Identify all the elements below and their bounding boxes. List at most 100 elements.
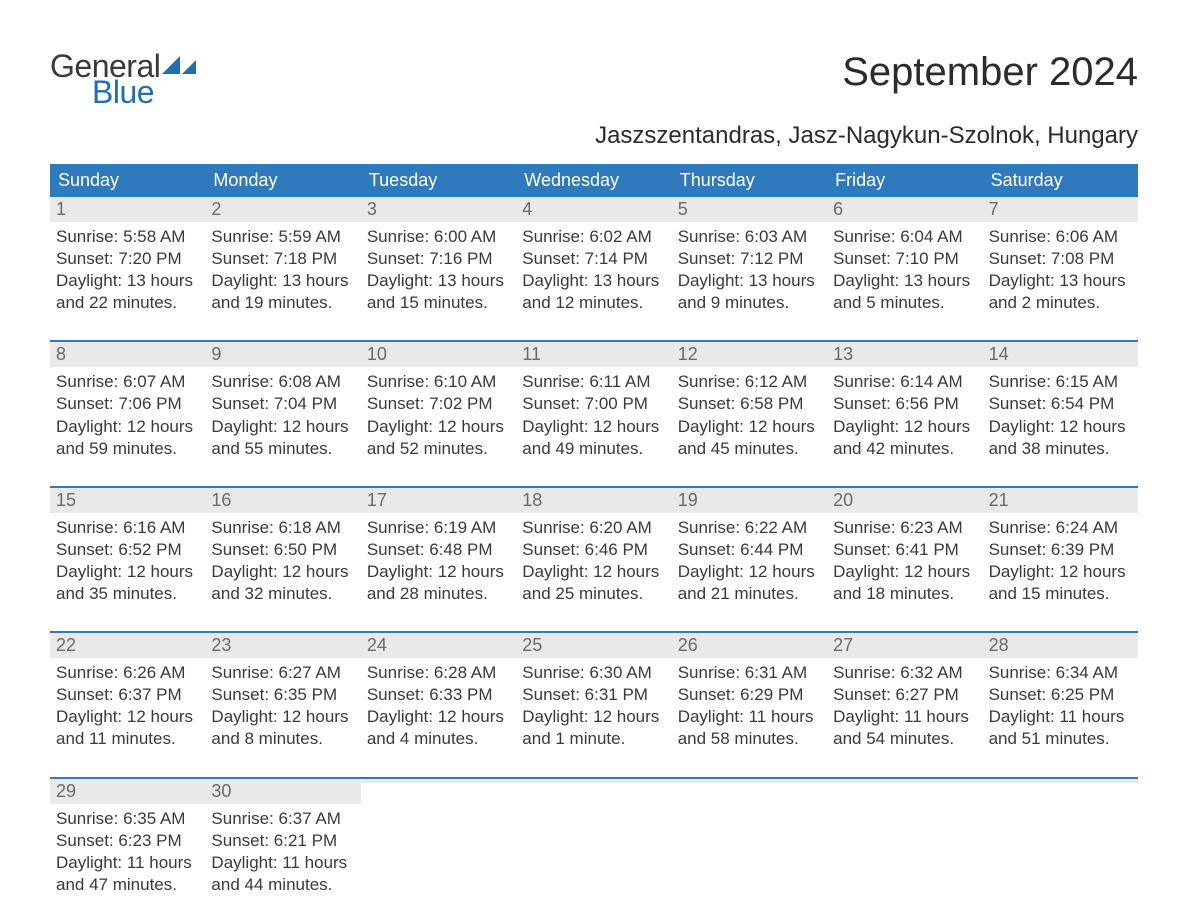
weekday-header: Monday <box>205 164 360 197</box>
calendar-day: 2Sunrise: 5:59 AMSunset: 7:18 PMDaylight… <box>205 197 360 314</box>
day-sunrise: Sunrise: 6:03 AM <box>678 226 821 248</box>
day-dl1: Daylight: 13 hours <box>678 270 821 292</box>
calendar-day: 3Sunrise: 6:00 AMSunset: 7:16 PMDaylight… <box>361 197 516 314</box>
day-number: 7 <box>983 197 1138 222</box>
day-details <box>361 783 516 787</box>
day-sunrise: Sunrise: 6:32 AM <box>833 662 976 684</box>
day-sunrise: Sunrise: 6:27 AM <box>211 662 354 684</box>
day-dl1: Daylight: 12 hours <box>211 416 354 438</box>
day-details: Sunrise: 6:35 AMSunset: 6:23 PMDaylight:… <box>50 804 205 896</box>
day-sunset: Sunset: 6:25 PM <box>989 684 1132 706</box>
day-number: 18 <box>516 488 671 513</box>
day-number: 16 <box>205 488 360 513</box>
calendar-week: 8Sunrise: 6:07 AMSunset: 7:06 PMDaylight… <box>50 340 1138 459</box>
day-sunset: Sunset: 7:02 PM <box>367 393 510 415</box>
day-dl1: Daylight: 12 hours <box>211 561 354 583</box>
day-dl1: Daylight: 11 hours <box>989 706 1132 728</box>
day-sunset: Sunset: 6:37 PM <box>56 684 199 706</box>
day-dl2: and 54 minutes. <box>833 728 976 750</box>
day-sunset: Sunset: 6:44 PM <box>678 539 821 561</box>
day-details: Sunrise: 6:37 AMSunset: 6:21 PMDaylight:… <box>205 804 360 896</box>
calendar-day: 7Sunrise: 6:06 AMSunset: 7:08 PMDaylight… <box>983 197 1138 314</box>
day-dl1: Daylight: 13 hours <box>989 270 1132 292</box>
day-details: Sunrise: 6:03 AMSunset: 7:12 PMDaylight:… <box>672 222 827 314</box>
calendar-day <box>983 779 1138 896</box>
calendar-day: 1Sunrise: 5:58 AMSunset: 7:20 PMDaylight… <box>50 197 205 314</box>
day-dl1: Daylight: 12 hours <box>367 416 510 438</box>
calendar-day: 24Sunrise: 6:28 AMSunset: 6:33 PMDayligh… <box>361 633 516 750</box>
day-details: Sunrise: 6:02 AMSunset: 7:14 PMDaylight:… <box>516 222 671 314</box>
day-sunset: Sunset: 6:31 PM <box>522 684 665 706</box>
day-sunrise: Sunrise: 6:28 AM <box>367 662 510 684</box>
day-sunset: Sunset: 6:46 PM <box>522 539 665 561</box>
day-dl1: Daylight: 13 hours <box>56 270 199 292</box>
day-details <box>827 783 982 787</box>
flag-icon <box>162 56 196 78</box>
day-number: 27 <box>827 633 982 658</box>
day-sunrise: Sunrise: 5:58 AM <box>56 226 199 248</box>
day-details <box>983 783 1138 787</box>
day-dl2: and 11 minutes. <box>56 728 199 750</box>
day-details: Sunrise: 6:15 AMSunset: 6:54 PMDaylight:… <box>983 367 1138 459</box>
day-dl1: Daylight: 12 hours <box>522 561 665 583</box>
header: General Blue September 2024 <box>50 50 1138 108</box>
calendar-day: 17Sunrise: 6:19 AMSunset: 6:48 PMDayligh… <box>361 488 516 605</box>
calendar-day: 16Sunrise: 6:18 AMSunset: 6:50 PMDayligh… <box>205 488 360 605</box>
day-details <box>672 783 827 787</box>
day-dl2: and 2 minutes. <box>989 292 1132 314</box>
calendar-day: 10Sunrise: 6:10 AMSunset: 7:02 PMDayligh… <box>361 342 516 459</box>
day-sunset: Sunset: 6:48 PM <box>367 539 510 561</box>
day-sunset: Sunset: 7:18 PM <box>211 248 354 270</box>
day-number: 25 <box>516 633 671 658</box>
day-dl2: and 25 minutes. <box>522 583 665 605</box>
day-sunrise: Sunrise: 6:30 AM <box>522 662 665 684</box>
logo-text-blue: Blue <box>92 76 196 108</box>
day-dl2: and 21 minutes. <box>678 583 821 605</box>
day-sunrise: Sunrise: 6:23 AM <box>833 517 976 539</box>
day-sunrise: Sunrise: 6:22 AM <box>678 517 821 539</box>
day-details: Sunrise: 6:00 AMSunset: 7:16 PMDaylight:… <box>361 222 516 314</box>
day-dl2: and 12 minutes. <box>522 292 665 314</box>
day-dl2: and 58 minutes. <box>678 728 821 750</box>
day-number: 15 <box>50 488 205 513</box>
calendar-day <box>672 779 827 896</box>
day-number: 9 <box>205 342 360 367</box>
calendar-day <box>516 779 671 896</box>
day-number: 2 <box>205 197 360 222</box>
calendar: Sunday Monday Tuesday Wednesday Thursday… <box>50 164 1138 896</box>
day-details <box>516 783 671 787</box>
day-details: Sunrise: 6:26 AMSunset: 6:37 PMDaylight:… <box>50 658 205 750</box>
day-sunset: Sunset: 7:16 PM <box>367 248 510 270</box>
day-details: Sunrise: 6:12 AMSunset: 6:58 PMDaylight:… <box>672 367 827 459</box>
day-details: Sunrise: 6:22 AMSunset: 6:44 PMDaylight:… <box>672 513 827 605</box>
day-details: Sunrise: 6:06 AMSunset: 7:08 PMDaylight:… <box>983 222 1138 314</box>
calendar-day: 21Sunrise: 6:24 AMSunset: 6:39 PMDayligh… <box>983 488 1138 605</box>
calendar-week: 29Sunrise: 6:35 AMSunset: 6:23 PMDayligh… <box>50 777 1138 896</box>
day-details: Sunrise: 6:19 AMSunset: 6:48 PMDaylight:… <box>361 513 516 605</box>
page-title: September 2024 <box>842 50 1138 95</box>
calendar-day: 23Sunrise: 6:27 AMSunset: 6:35 PMDayligh… <box>205 633 360 750</box>
day-dl1: Daylight: 11 hours <box>56 852 199 874</box>
calendar-day: 22Sunrise: 6:26 AMSunset: 6:37 PMDayligh… <box>50 633 205 750</box>
day-sunset: Sunset: 7:20 PM <box>56 248 199 270</box>
calendar-day: 20Sunrise: 6:23 AMSunset: 6:41 PMDayligh… <box>827 488 982 605</box>
day-details: Sunrise: 6:16 AMSunset: 6:52 PMDaylight:… <box>50 513 205 605</box>
day-sunset: Sunset: 6:29 PM <box>678 684 821 706</box>
day-dl2: and 32 minutes. <box>211 583 354 605</box>
day-sunset: Sunset: 7:12 PM <box>678 248 821 270</box>
day-sunrise: Sunrise: 6:02 AM <box>522 226 665 248</box>
day-details: Sunrise: 6:08 AMSunset: 7:04 PMDaylight:… <box>205 367 360 459</box>
calendar-day: 25Sunrise: 6:30 AMSunset: 6:31 PMDayligh… <box>516 633 671 750</box>
day-dl1: Daylight: 12 hours <box>833 416 976 438</box>
calendar-day: 28Sunrise: 6:34 AMSunset: 6:25 PMDayligh… <box>983 633 1138 750</box>
day-details: Sunrise: 5:58 AMSunset: 7:20 PMDaylight:… <box>50 222 205 314</box>
day-number: 23 <box>205 633 360 658</box>
calendar-day: 19Sunrise: 6:22 AMSunset: 6:44 PMDayligh… <box>672 488 827 605</box>
day-dl1: Daylight: 13 hours <box>367 270 510 292</box>
calendar-day: 12Sunrise: 6:12 AMSunset: 6:58 PMDayligh… <box>672 342 827 459</box>
day-dl2: and 45 minutes. <box>678 438 821 460</box>
day-dl2: and 4 minutes. <box>367 728 510 750</box>
day-details: Sunrise: 6:27 AMSunset: 6:35 PMDaylight:… <box>205 658 360 750</box>
calendar-day <box>827 779 982 896</box>
day-dl2: and 15 minutes. <box>989 583 1132 605</box>
